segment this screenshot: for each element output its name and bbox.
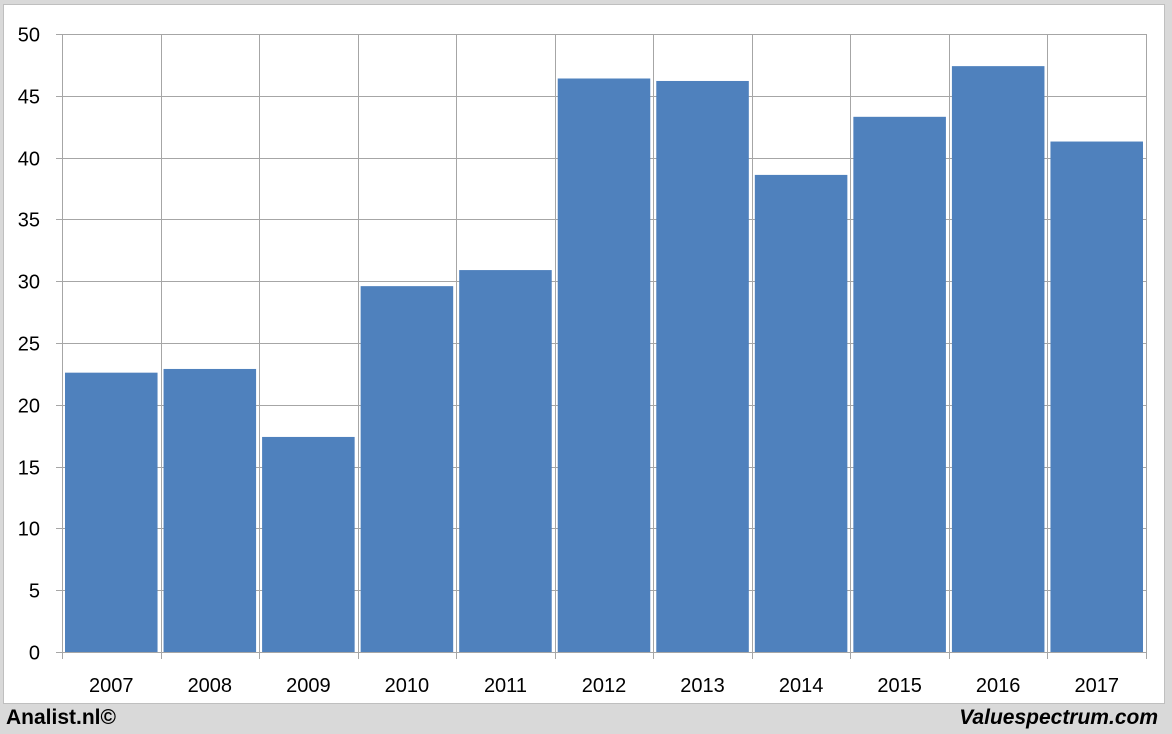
y-tick-label: 45	[18, 87, 40, 109]
x-tick-label: 2015	[877, 675, 922, 697]
y-tick-label: 30	[18, 272, 40, 294]
y-tick-label: 35	[18, 210, 40, 232]
bar	[853, 116, 946, 652]
bar	[163, 368, 257, 652]
bar	[557, 78, 651, 653]
x-tick-label: 2008	[188, 675, 233, 697]
y-tick-label: 10	[18, 519, 40, 541]
bar	[951, 66, 1045, 653]
bar	[262, 436, 355, 652]
x-tick-label: 2011	[484, 675, 527, 697]
y-tick-label: 40	[18, 149, 40, 171]
x-tick-label: 2009	[286, 675, 331, 697]
y-tick-label: 5	[29, 581, 40, 603]
x-tick-label: 2013	[680, 675, 725, 697]
bar	[65, 372, 158, 652]
bar	[1050, 141, 1143, 653]
y-tick-label: 25	[18, 334, 40, 356]
x-tick-label: 2010	[385, 675, 430, 697]
x-tick-label: 2014	[779, 675, 824, 697]
y-tick-label: 0	[29, 643, 40, 665]
bar	[656, 80, 749, 652]
bar	[360, 286, 454, 652]
y-tick-label: 50	[18, 25, 40, 47]
bar	[754, 174, 848, 653]
footer-site-label: Valuespectrum.com	[959, 706, 1158, 729]
y-tick-label: 15	[18, 458, 40, 480]
footer-source-label: Analist.nl©	[6, 706, 116, 729]
x-tick-label: 2012	[582, 675, 627, 697]
bar	[459, 270, 552, 652]
x-tick-label: 2016	[976, 675, 1021, 697]
x-tick-label: 2017	[1074, 675, 1119, 697]
y-tick-label: 20	[18, 396, 40, 418]
x-tick-label: 2007	[89, 675, 134, 697]
